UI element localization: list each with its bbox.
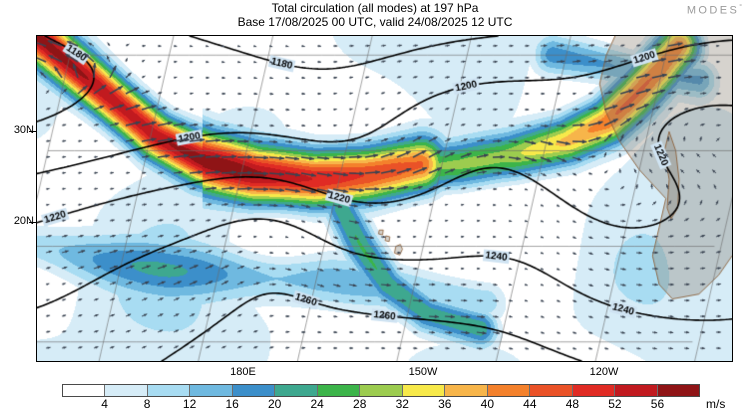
colorbar-tick-label: 36	[438, 397, 452, 411]
colorbar-swatch	[105, 385, 148, 396]
page-title: Total circulation (all modes) at 197 hPa	[271, 1, 479, 15]
colorbar-swatch	[572, 385, 616, 396]
colorbar-unit-label: m/s	[706, 397, 726, 411]
modes-logo: MODES°	[687, 4, 742, 17]
colorbar-swatch	[657, 385, 700, 396]
colorbar-tick-label: 16	[225, 397, 239, 411]
colorbar-tick-label: 44	[523, 397, 537, 411]
longitude-label: 180E	[230, 366, 256, 378]
colorbar-tick-label: 4	[101, 397, 108, 411]
colorbar-tick-label: 8	[143, 397, 151, 411]
weather-map[interactable]	[36, 35, 733, 362]
colorbar-tick-label: 40	[480, 397, 494, 411]
colorbar-swatch	[275, 385, 318, 396]
colorbar-tick-label: 32	[395, 397, 409, 411]
colorbar-tick-label: 56	[650, 397, 665, 411]
colorbar-swatch	[615, 385, 658, 396]
colorbar-swatch	[402, 385, 446, 396]
latitude-label: 20N	[13, 215, 34, 227]
brand-name: MODES	[686, 4, 740, 17]
colorbar-tick-label: 48	[565, 397, 580, 411]
colorbar-swatch	[445, 385, 488, 396]
latitude-tick	[29, 222, 36, 224]
latitude-label: 30N	[13, 124, 34, 136]
colorbar-swatch	[360, 385, 403, 396]
colorbar	[62, 384, 700, 397]
colorbar-swatch	[232, 385, 276, 396]
colorbar-swatch	[147, 385, 191, 396]
chart-title-block: Total circulation (all modes) at 197 hPa…	[0, 1, 750, 29]
colorbar-swatch	[190, 385, 233, 396]
colorbar-swatch	[530, 385, 573, 396]
page-subtitle: Base 17/08/2025 00 UTC, valid 24/08/2025…	[237, 15, 513, 29]
longitude-label: 120W	[589, 366, 619, 378]
colorbar-swatch	[317, 385, 361, 396]
colorbar-tick-label: 12	[182, 397, 197, 411]
colorbar-tick-label: 20	[267, 397, 282, 411]
latitude-tick	[29, 131, 36, 133]
colorbar-tick-label: 28	[353, 397, 367, 411]
longitude-label: 150W	[408, 366, 438, 378]
colorbar-swatch	[487, 385, 531, 396]
map-field-canvas	[37, 36, 732, 361]
brand-mark: °	[739, 4, 742, 11]
colorbar-tick-label: 24	[310, 397, 324, 411]
colorbar-tick-label: 52	[608, 397, 622, 411]
colorbar-swatch	[63, 385, 106, 396]
